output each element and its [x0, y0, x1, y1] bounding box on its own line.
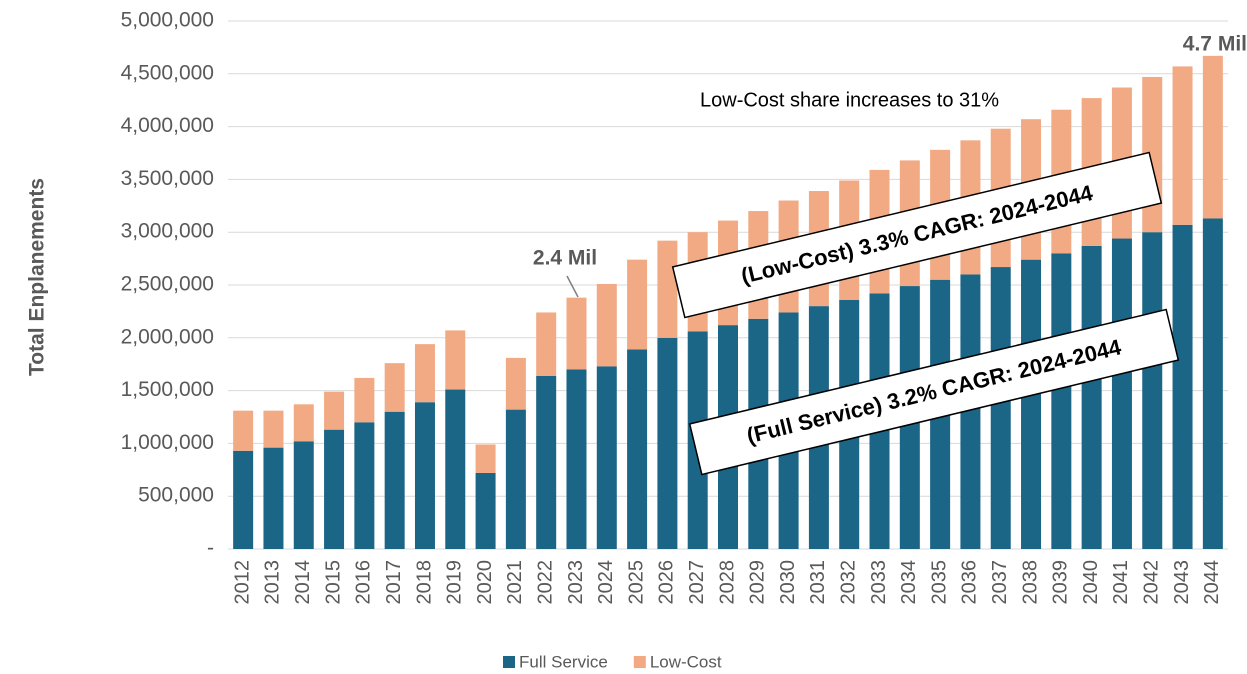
x-tick-label: 2030 — [777, 560, 799, 605]
y-tick-label: 1,000,000 — [121, 431, 214, 454]
x-tick-label: 2023 — [565, 560, 587, 605]
x-tick-label: 2024 — [595, 560, 617, 605]
y-tick-label: 2,000,000 — [121, 325, 214, 348]
bar-segment — [536, 375, 557, 549]
bar-segment — [384, 411, 405, 549]
bar-segment — [384, 363, 405, 412]
bar-segment — [505, 357, 526, 410]
bar-segment — [536, 312, 557, 376]
annotation: 2.4 Mil — [533, 247, 597, 270]
bar-segment — [414, 402, 435, 549]
annotation: Low-Cost share increases to 31% — [700, 89, 999, 111]
x-tick-label: 2031 — [807, 560, 829, 605]
x-tick-label: 2044 — [1201, 560, 1223, 605]
bar-segment — [475, 472, 496, 549]
bar-segment — [1142, 232, 1163, 549]
bar-segment — [293, 404, 314, 442]
x-tick-label: 2015 — [322, 560, 344, 605]
bar-segment — [1202, 218, 1223, 550]
bar-segment — [445, 330, 466, 390]
y-axis-label: Total Enplanements — [26, 178, 49, 376]
x-tick-label: 2017 — [383, 560, 405, 605]
x-tick-label: 2036 — [959, 560, 981, 605]
legend-swatch — [633, 656, 646, 668]
bar-segment — [1172, 66, 1193, 225]
bar-segment — [1051, 253, 1072, 549]
bar-segment — [475, 444, 496, 473]
bar-segment — [1172, 224, 1193, 550]
x-tick-label: 2032 — [837, 560, 859, 605]
x-tick-label: 2025 — [625, 560, 647, 605]
x-tick-label: 2028 — [716, 560, 738, 605]
bar-segment — [293, 441, 314, 549]
y-tick-label: 1,500,000 — [121, 378, 214, 401]
bar-segment — [354, 377, 375, 423]
bar-segment — [1202, 55, 1223, 219]
leader-line — [566, 275, 579, 298]
y-tick-label: 500,000 — [138, 484, 214, 507]
x-tick-label: 2039 — [1050, 560, 1072, 605]
y-tick-label: 2,500,000 — [121, 273, 214, 296]
x-tick-label: 2022 — [534, 560, 556, 605]
x-tick-label: 2026 — [656, 560, 678, 605]
y-tick-label: 3,000,000 — [121, 220, 214, 243]
bar-segment — [627, 259, 648, 350]
bar-segment — [233, 450, 254, 549]
bar-segment — [1111, 238, 1132, 549]
bar-segment — [627, 349, 648, 549]
y-tick-label: 4,000,000 — [121, 114, 214, 137]
bar-segment — [324, 429, 345, 549]
bar-segment — [596, 366, 617, 549]
bar-segment — [1081, 245, 1102, 550]
bar-segment — [263, 410, 284, 448]
x-tick-label: 2014 — [292, 560, 314, 605]
x-tick-label: 2027 — [686, 560, 708, 605]
x-tick-label: 2016 — [353, 560, 375, 605]
legend-label: Low-Cost — [650, 652, 722, 671]
bar-segment — [566, 369, 587, 549]
bar-segment — [566, 297, 587, 370]
x-tick-label: 2033 — [868, 560, 890, 605]
annotation: 4.7 Mil — [1183, 33, 1247, 56]
x-tick-label: 2037 — [989, 560, 1011, 605]
bar-segment — [233, 410, 254, 451]
bar-segment — [354, 422, 375, 549]
x-tick-label: 2021 — [504, 560, 526, 605]
x-tick-label: 2019 — [444, 560, 466, 605]
x-tick-label: 2042 — [1141, 560, 1163, 605]
legend-label: Full Service — [519, 652, 608, 671]
bar-segment — [960, 274, 981, 549]
bar-segment — [990, 267, 1011, 549]
x-tick-label: 2034 — [898, 560, 920, 605]
callout-box — [671, 151, 1163, 319]
bar-segment — [445, 389, 466, 549]
y-tick-label: - — [207, 537, 214, 560]
bar-segment — [657, 337, 678, 549]
x-tick-label: 2029 — [747, 560, 769, 605]
y-tick-label: 3,500,000 — [121, 167, 214, 190]
y-tick-label: 4,500,000 — [121, 61, 214, 84]
bar-segment — [657, 240, 678, 338]
y-tick-label: 5,000,000 — [121, 9, 214, 32]
bar-segment — [1021, 259, 1042, 549]
callout-box — [688, 308, 1180, 476]
x-tick-label: 2013 — [262, 560, 284, 605]
bar-segment — [414, 344, 435, 403]
x-tick-label: 2020 — [474, 560, 496, 605]
x-tick-label: 2038 — [1019, 560, 1041, 605]
x-tick-label: 2040 — [1080, 560, 1102, 605]
legend-swatch — [503, 656, 515, 668]
bar-segment — [505, 409, 526, 549]
x-tick-label: 2035 — [928, 560, 950, 605]
x-tick-label: 2041 — [1110, 560, 1132, 605]
x-tick-label: 2018 — [413, 560, 435, 605]
bar-segment — [263, 447, 284, 549]
bar-segment — [596, 283, 617, 367]
x-tick-label: 2012 — [231, 560, 253, 605]
bar-segment — [324, 391, 345, 430]
x-tick-label: 2043 — [1171, 560, 1193, 605]
